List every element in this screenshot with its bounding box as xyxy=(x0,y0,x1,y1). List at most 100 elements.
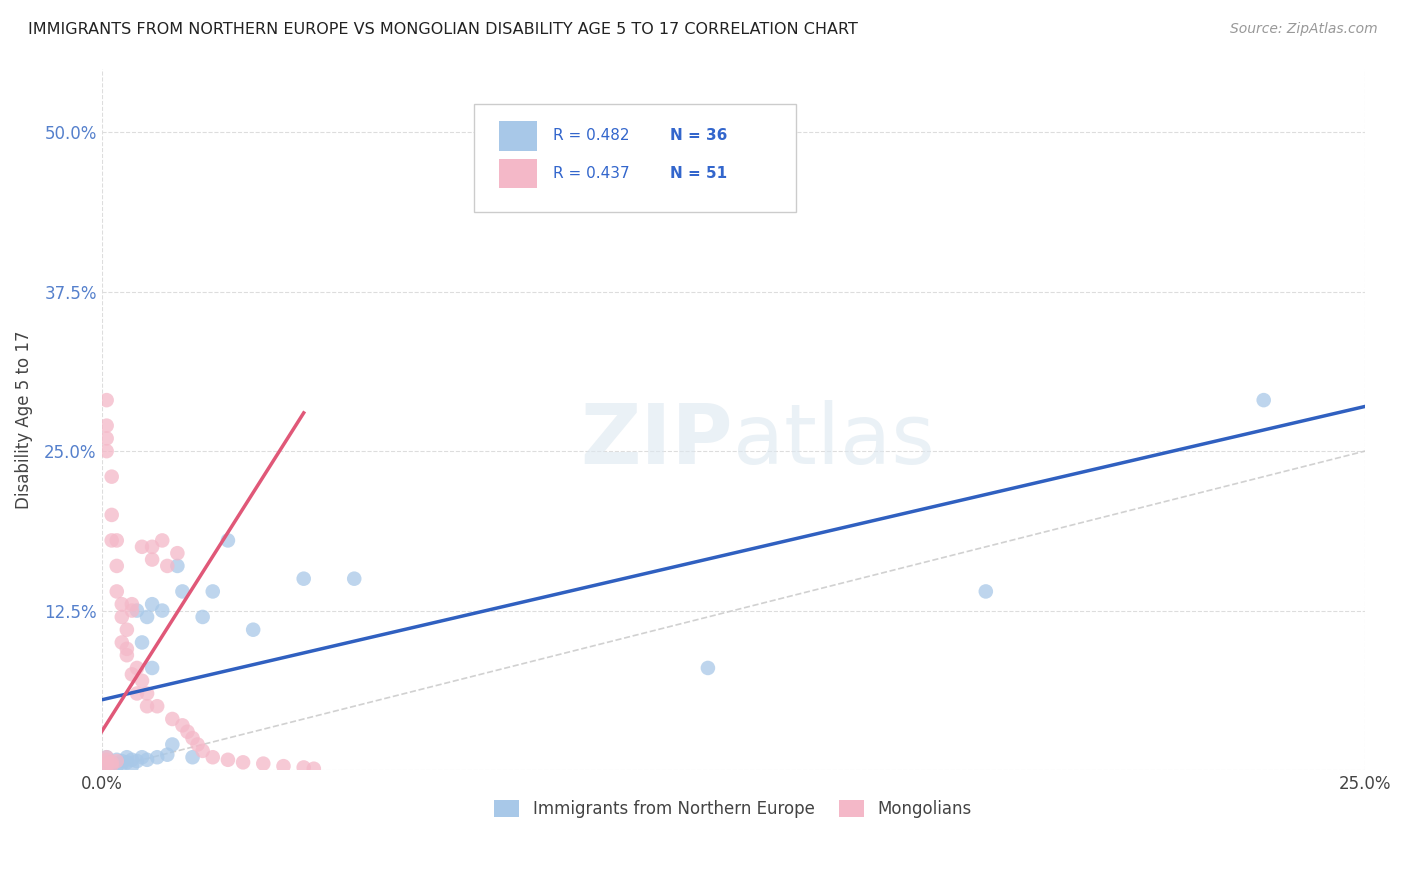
Point xyxy=(105,753,128,767)
Point xyxy=(156,747,179,762)
Point xyxy=(191,610,214,624)
Point xyxy=(111,597,134,611)
FancyBboxPatch shape xyxy=(499,159,537,188)
Point xyxy=(111,610,134,624)
Point xyxy=(96,756,118,771)
Point xyxy=(121,667,143,681)
Point xyxy=(100,756,122,770)
Point xyxy=(100,533,122,548)
Point xyxy=(100,758,122,772)
Point xyxy=(150,533,173,548)
Point xyxy=(166,546,188,560)
Point xyxy=(141,552,163,566)
Text: Source: ZipAtlas.com: Source: ZipAtlas.com xyxy=(1230,22,1378,37)
Point xyxy=(156,558,179,573)
Point xyxy=(141,661,163,675)
Point xyxy=(242,623,264,637)
Point xyxy=(172,584,194,599)
Point xyxy=(115,641,138,656)
Text: ZIP: ZIP xyxy=(581,400,733,481)
Point xyxy=(96,756,118,771)
Text: N = 51: N = 51 xyxy=(671,166,727,181)
Point xyxy=(181,750,204,764)
Point xyxy=(96,750,118,764)
Point xyxy=(131,673,153,688)
Point xyxy=(217,533,239,548)
Point xyxy=(273,759,295,773)
Point xyxy=(176,724,198,739)
Point xyxy=(125,754,148,768)
Point xyxy=(187,738,209,752)
Point xyxy=(111,635,134,649)
Point xyxy=(96,418,118,433)
Point xyxy=(125,686,148,700)
Point xyxy=(115,756,138,770)
Point xyxy=(292,572,315,586)
Point xyxy=(121,753,143,767)
Point xyxy=(201,584,224,599)
Point xyxy=(111,754,134,768)
Point xyxy=(125,603,148,617)
Point xyxy=(105,558,128,573)
Point xyxy=(150,603,173,617)
Point xyxy=(105,754,128,768)
Point xyxy=(96,431,118,445)
Point xyxy=(292,760,315,774)
Point xyxy=(115,750,138,764)
Point xyxy=(141,597,163,611)
Point xyxy=(232,756,254,770)
Point xyxy=(115,648,138,663)
Point xyxy=(96,750,118,764)
Point xyxy=(96,393,118,408)
Point xyxy=(115,623,138,637)
Point xyxy=(100,758,122,772)
Point xyxy=(136,753,159,767)
Point xyxy=(131,540,153,554)
Point xyxy=(252,756,274,771)
Point xyxy=(96,759,118,773)
Point xyxy=(696,661,718,675)
Point xyxy=(162,738,184,752)
Point xyxy=(131,750,153,764)
Point xyxy=(162,712,184,726)
Point xyxy=(172,718,194,732)
Text: IMMIGRANTS FROM NORTHERN EUROPE VS MONGOLIAN DISABILITY AGE 5 TO 17 CORRELATION : IMMIGRANTS FROM NORTHERN EUROPE VS MONGO… xyxy=(28,22,858,37)
Text: N = 36: N = 36 xyxy=(671,128,727,144)
Point xyxy=(125,661,148,675)
Text: R = 0.482: R = 0.482 xyxy=(553,128,628,144)
Point xyxy=(121,597,143,611)
Point xyxy=(131,635,153,649)
Point xyxy=(111,756,134,771)
Point xyxy=(100,756,122,770)
Text: atlas: atlas xyxy=(733,400,935,481)
Legend: Immigrants from Northern Europe, Mongolians: Immigrants from Northern Europe, Mongoli… xyxy=(488,793,979,825)
Text: R = 0.437: R = 0.437 xyxy=(553,166,628,181)
FancyBboxPatch shape xyxy=(474,103,796,212)
Point xyxy=(343,572,366,586)
Point xyxy=(1253,393,1275,408)
Point xyxy=(105,759,128,773)
Point xyxy=(166,558,188,573)
Point xyxy=(100,508,122,522)
Point xyxy=(181,731,204,745)
Point xyxy=(136,610,159,624)
Point xyxy=(191,744,214,758)
Point xyxy=(146,750,169,764)
Point xyxy=(201,750,224,764)
Point xyxy=(100,469,122,483)
Point xyxy=(105,584,128,599)
Point xyxy=(136,686,159,700)
Y-axis label: Disability Age 5 to 17: Disability Age 5 to 17 xyxy=(15,330,32,508)
Point xyxy=(121,759,143,773)
Point xyxy=(146,699,169,714)
Point xyxy=(105,533,128,548)
Point xyxy=(141,540,163,554)
FancyBboxPatch shape xyxy=(499,121,537,151)
Point xyxy=(217,753,239,767)
Point xyxy=(974,584,997,599)
Point xyxy=(136,699,159,714)
Point xyxy=(302,762,325,776)
Point xyxy=(96,753,118,767)
Point xyxy=(96,444,118,458)
Point xyxy=(121,603,143,617)
